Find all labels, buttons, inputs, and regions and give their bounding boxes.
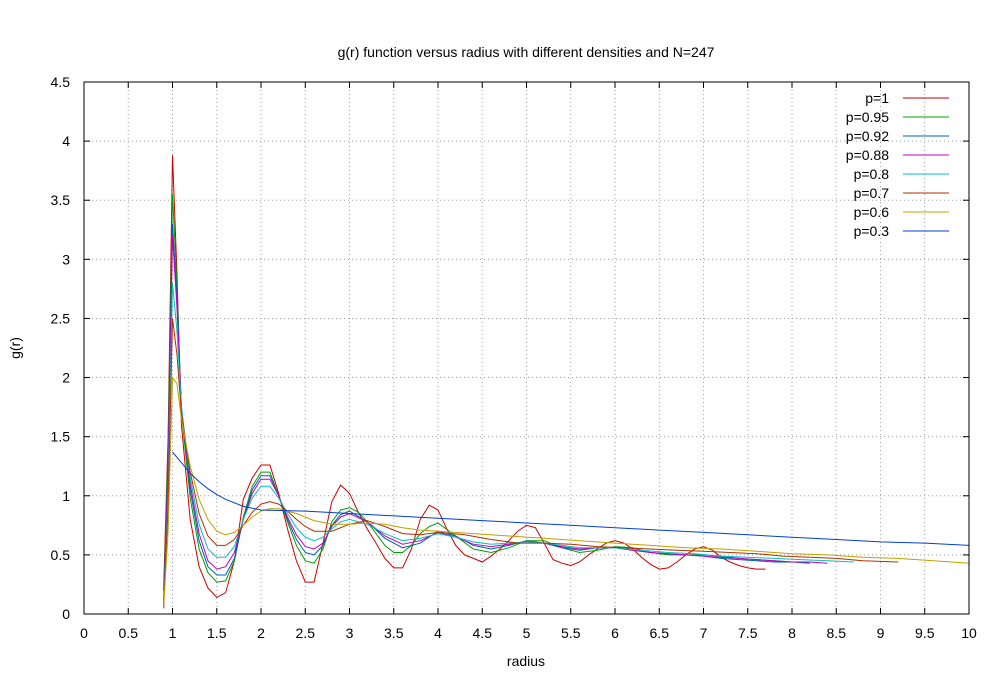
legend-label-p-0-3: p=0.3 — [854, 223, 890, 239]
x-tick-label: 0 — [80, 625, 88, 641]
legend: p=1 p=0.95 p=0.92 p=0.88 p=0.8 p=0.7 p=0.6 p=0.… — [846, 90, 949, 239]
x-tick-label: 10 — [961, 625, 977, 641]
x-tick-label: 5 — [523, 625, 531, 641]
series-lines — [163, 155, 970, 609]
legend-label-p-0-6: p=0.6 — [854, 204, 890, 220]
legend-label-p-1: p=1 — [865, 90, 889, 106]
x-tick-label: 8.5 — [827, 625, 847, 641]
x-tick-label: 9 — [877, 625, 885, 641]
y-axis-title: g(r) — [7, 337, 23, 359]
x-tick-label: 7.5 — [738, 625, 758, 641]
y-tick-label: 3 — [62, 251, 70, 267]
x-tick-label: 1 — [169, 625, 177, 641]
series-line-p-1 — [163, 155, 766, 599]
y-tick-label: 2.5 — [51, 310, 71, 326]
legend-label-p-0-7: p=0.7 — [854, 185, 890, 201]
x-tick-label: 6.5 — [650, 625, 670, 641]
x-tick-label: 9.5 — [915, 625, 935, 641]
x-tick-label: 1.5 — [207, 625, 227, 641]
series-line-p-0-3 — [172, 451, 970, 546]
x-tick-label: 8 — [788, 625, 796, 641]
y-tick-label: 1.5 — [51, 429, 71, 445]
x-tick-label: 3.5 — [384, 625, 404, 641]
legend-label-p-0-92: p=0.92 — [846, 128, 889, 144]
x-tick-label: 6 — [611, 625, 619, 641]
series-line-p-0-88 — [163, 235, 828, 609]
axis-ticks — [83, 81, 970, 615]
x-tick-label: 2 — [257, 625, 265, 641]
x-tick-label: 4 — [434, 625, 442, 641]
y-tick-label: 4 — [62, 133, 70, 149]
y-tick-label: 1 — [62, 488, 70, 504]
legend-label-p-0-8: p=0.8 — [854, 166, 890, 182]
y-tick-label: 0.5 — [51, 547, 71, 563]
y-tick-labels: 0 0.5 1 1.5 2 2.5 3 3.5 4 4.5 — [51, 74, 71, 622]
chart-title: g(r) function versus radius with differe… — [338, 44, 715, 60]
y-tick-label: 3.5 — [51, 192, 71, 208]
x-tick-label: 0.5 — [119, 625, 139, 641]
series-line-p-0-6 — [163, 376, 970, 609]
y-tick-label: 0 — [62, 606, 70, 622]
series-line-p-0-8 — [163, 282, 854, 609]
legend-label-p-0-88: p=0.88 — [846, 147, 889, 163]
series-line-p-0-7 — [163, 318, 899, 609]
x-tick-label: 5.5 — [561, 625, 581, 641]
series-line-p-0-95 — [163, 194, 793, 603]
grid — [84, 82, 969, 614]
x-axis-title: radius — [507, 653, 545, 669]
y-tick-label: 4.5 — [51, 74, 71, 90]
x-tick-label: 7 — [700, 625, 708, 641]
x-tick-label: 2.5 — [296, 625, 316, 641]
x-tick-labels: 0 0.5 1 1.5 2 2.5 3 3.5 4 4.5 5 5.5 6 6.5 7 7.5 8 8.5 9 9.5… — [80, 625, 977, 641]
x-tick-label: 3 — [346, 625, 354, 641]
x-tick-label: 4.5 — [473, 625, 493, 641]
legend-label-p-0-95: p=0.95 — [846, 109, 889, 125]
y-tick-label: 2 — [62, 370, 70, 386]
